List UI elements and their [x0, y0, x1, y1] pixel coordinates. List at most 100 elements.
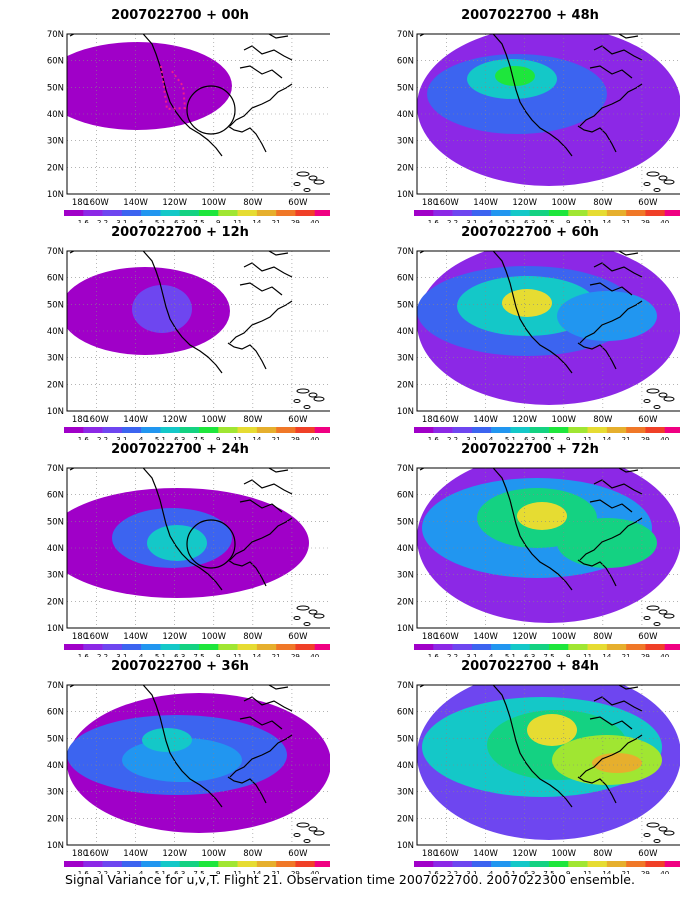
colorbar-swatch — [276, 861, 296, 867]
colorbar-swatch — [452, 210, 473, 216]
colorbar-label: 4 — [139, 870, 144, 874]
lat-tick-label: 30N — [47, 788, 64, 798]
island-outline — [313, 396, 325, 402]
lon-tick-label: 80W — [593, 198, 613, 208]
colorbar-swatch — [102, 861, 123, 867]
lat-tick-label: 50N — [397, 734, 414, 744]
variance-contour — [557, 518, 657, 568]
variance-contour — [502, 289, 552, 317]
colorbar-swatch — [664, 861, 680, 867]
lon-tick-label: 160W — [434, 632, 459, 642]
colorbar-swatch — [237, 644, 258, 650]
lat-tick-label: 50N — [47, 83, 64, 93]
colorbar-swatch — [626, 210, 646, 216]
colorbar-label: 6.3 — [524, 653, 535, 657]
island-outline — [313, 179, 325, 185]
colorbar-swatch — [606, 210, 627, 216]
colorbar-swatch — [568, 861, 588, 867]
lon-tick-label: 120W — [512, 198, 537, 208]
forecast-panel-00h: 2007022700 + 00h 70N 60N 50N 40N 30N 20N 10N 180… — [30, 8, 330, 223]
plot-frame — [66, 33, 330, 195]
colorbar-label: 1.6 — [428, 219, 440, 223]
colorbar-label: 1.6 — [78, 436, 90, 440]
colorbar-swatch — [626, 861, 646, 867]
lon-tick-label: 120W — [162, 849, 187, 859]
colorbar-label: 5.1 — [505, 436, 516, 440]
colorbar-label: 4 — [489, 436, 494, 440]
lat-tick-label: 40N — [397, 327, 414, 337]
forecast-panel-12h: 2007022700 + 12h 70N 60N 50N 40N 30N 20N 10N 180… — [30, 225, 330, 440]
lon-tick-label: 80W — [593, 415, 613, 425]
colorbar-swatch — [295, 861, 316, 867]
lon-tick-label: 80W — [243, 415, 263, 425]
colorbar-swatch — [141, 644, 161, 650]
colorbar-label: 29 — [641, 436, 650, 440]
lat-tick-label: 30N — [397, 571, 414, 581]
colorbar-label: 2.2 — [97, 436, 108, 440]
lat-tick-label: 10N — [397, 841, 414, 851]
lat-tick-label: 50N — [47, 734, 64, 744]
colorbar-swatch — [160, 210, 181, 216]
lon-tick-label: 180 — [72, 415, 88, 425]
lon-tick-label: 160W — [434, 198, 459, 208]
island-outline — [653, 622, 661, 626]
panel-title: 2007022700 + 36h — [111, 659, 249, 674]
colorbar-swatch — [256, 427, 277, 433]
lat-tick-label: 50N — [47, 300, 64, 310]
colorbar-label: 2.2 — [447, 653, 458, 657]
lat-tick-label: 10N — [47, 841, 64, 851]
plot-frame — [416, 684, 680, 846]
colorbar-swatch — [568, 644, 588, 650]
colorbar-label: 14 — [602, 436, 611, 440]
lon-tick-label: 100W — [201, 415, 226, 425]
variance-contour — [517, 502, 567, 530]
plot-frame — [416, 250, 680, 412]
colorbar-label: 29 — [291, 870, 300, 874]
lon-tick-label: 60W — [638, 198, 658, 208]
lat-tick-label: 10N — [47, 190, 64, 200]
colorbar-label: 1.6 — [78, 219, 90, 223]
lat-tick-label: 70N — [397, 681, 414, 691]
colorbar-label: 5.1 — [155, 870, 166, 874]
colorbar-swatch — [295, 210, 316, 216]
colorbar-swatch — [314, 644, 330, 650]
colorbar-label: 40 — [310, 653, 319, 657]
colorbar-swatch — [64, 861, 84, 867]
colorbar-swatch — [452, 427, 473, 433]
colorbar-swatch — [433, 644, 453, 650]
colorbar-label: 7.5 — [193, 653, 204, 657]
lon-tick-label: 100W — [551, 632, 576, 642]
colorbar-label: 2.2 — [97, 219, 108, 223]
island-outline — [308, 826, 318, 832]
colorbar-label: 40 — [310, 219, 319, 223]
lat-tick-label: 50N — [397, 517, 414, 527]
colorbar-label: 5.1 — [155, 219, 166, 223]
colorbar-swatch — [276, 427, 296, 433]
colorbar-label: 29 — [641, 219, 650, 223]
lat-tick-label: 60N — [47, 491, 64, 501]
colorbar-label: 21 — [622, 653, 631, 657]
colorbar-swatch — [414, 861, 434, 867]
colorbar-label: 2.2 — [97, 870, 108, 874]
colorbar-label: 5.1 — [505, 219, 516, 223]
lat-tick-label: 20N — [47, 597, 64, 607]
figure-caption: Signal Variance for u,v,T. Flight 21. Ob… — [65, 872, 635, 887]
island-outline — [313, 613, 325, 619]
lon-tick-label: 180 — [422, 849, 438, 859]
colorbar-swatch — [587, 861, 608, 867]
lon-tick-label: 60W — [638, 632, 658, 642]
lat-tick-label: 40N — [47, 327, 64, 337]
flight-track — [160, 65, 187, 111]
lat-tick-label: 40N — [397, 110, 414, 120]
lat-tick-label: 60N — [397, 491, 414, 501]
colorbar-swatch — [199, 427, 219, 433]
colorbar-swatch — [179, 427, 200, 433]
colorbar-swatch — [256, 644, 277, 650]
colorbar-label: 40 — [660, 219, 669, 223]
plot-frame — [416, 467, 680, 629]
forecast-panel-72h: 2007022700 + 72h 70N 60N 50N 40N 30N 20N 10N 180… — [380, 442, 680, 657]
